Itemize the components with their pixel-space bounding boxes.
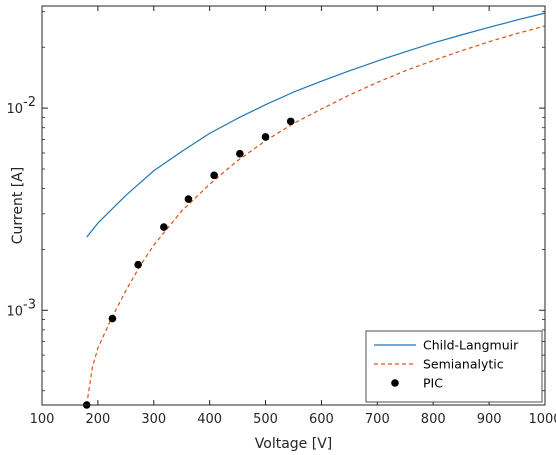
pic-point [108,314,117,323]
x-tick-label: 700 [365,412,390,427]
pic-point [184,195,193,203]
pic-point [236,149,244,158]
child-langmuir-line [86,12,546,238]
plot-frame [41,5,546,406]
y-tick-exponent: -3 [23,297,36,312]
legend-label-pic: PIC [423,376,443,391]
y-tick-exponent: -2 [23,95,36,110]
x-tick-label: 800 [421,412,446,427]
x-tick-label: 100 [30,412,55,427]
x-tick-label: 1000 [528,412,556,427]
legend: Child-Langmuir Semianalytic PIC [365,330,543,403]
x-tick-label: 900 [477,412,502,427]
legend-marker-pic [391,379,399,387]
y-tick-label: 10 [6,304,23,319]
pic-point [134,260,142,269]
y-axis-label: Current [A] [10,167,26,245]
pic-point [261,133,270,141]
legend-label-semianalytic: Semianalytic [423,357,504,372]
legend-label-child-langmuir: Child-Langmuir [423,338,519,353]
x-axis-label: Voltage [V] [255,436,332,452]
pic-point [210,171,218,180]
x-tick-label: 200 [85,412,110,427]
x-tick-label: 500 [253,412,278,427]
ticks-layer: 100200300400500600700800900100010-310-2 [6,6,556,427]
x-tick-label: 300 [141,412,166,427]
legend-box [365,330,543,403]
x-tick-label: 600 [309,412,334,427]
x-tick-label: 400 [197,412,222,427]
pic-point [286,117,295,126]
y-tick-label: 10 [6,102,23,117]
pic-point [160,223,168,231]
